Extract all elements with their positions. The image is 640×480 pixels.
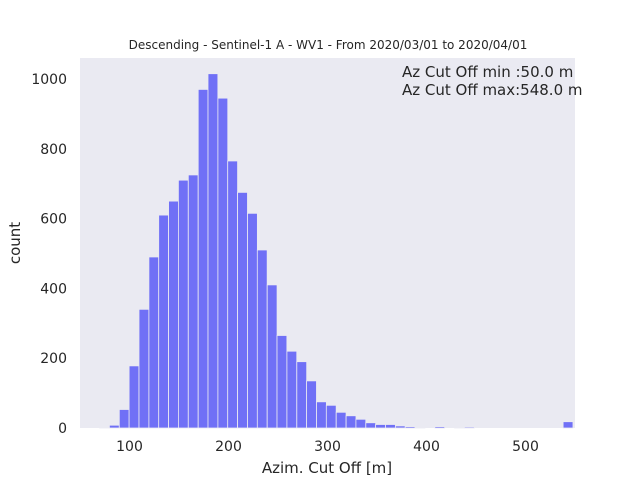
histogram-bar [414,426,426,429]
x-tick-label: 400 [413,439,440,455]
x-tick-label: 300 [314,439,341,455]
chart-title: Descending - Sentinel-1 A - WV1 - From 2… [129,38,528,52]
histogram-bar [316,401,327,429]
y-tick-label: 0 [58,421,67,437]
histogram-bar [178,179,189,429]
y-tick-label: 1000 [31,72,67,88]
histogram-bar [296,361,308,429]
y-tick-label: 600 [40,212,67,228]
histogram-bar [138,308,150,429]
histogram-bars [99,73,574,429]
histogram-bar [217,97,229,429]
y-tick-label: 800 [40,142,67,158]
histogram-bar [306,380,317,429]
histogram-bar [237,191,248,429]
histogram-bar [404,426,416,429]
histogram-bar [335,411,347,429]
annotation-max: Az Cut Off max:548.0 m [402,81,583,99]
y-axis-label: count [6,222,24,264]
histogram-bar [355,418,367,429]
histogram-bar [158,214,169,429]
histogram-bar [128,365,140,429]
histogram-bar [247,212,258,429]
histogram-bar [325,404,337,429]
annotation-min: Az Cut Off min :50.0 m [402,63,573,81]
y-axis-ticks: 0 200 400 600 800 1000 [31,72,67,437]
histogram-bar [464,426,475,429]
histogram-bar [197,89,209,429]
histogram-bar [256,249,268,429]
histogram-bar [187,174,199,429]
histogram-bar [99,426,110,429]
histogram-bar [207,73,219,429]
histogram-bar [109,424,120,429]
histogram-bar [118,409,130,429]
x-tick-label: 500 [512,439,539,455]
y-tick-label: 400 [40,281,67,297]
histogram-bar [434,426,446,429]
histogram-bar [562,421,574,429]
histogram-bar [276,335,288,429]
x-tick-label: 200 [215,439,242,455]
histogram-bar [375,424,386,429]
x-axis-label: Azim. Cut Off [m] [262,459,392,477]
histogram-bar [345,415,357,429]
histogram-bar [365,422,377,429]
histogram-bar [227,160,238,429]
y-tick-label: 200 [40,351,67,367]
histogram-bar [266,284,278,429]
histogram-bar [168,200,179,429]
histogram-bar [286,350,298,429]
histogram-bar [385,424,396,429]
x-tick-label: 100 [116,439,143,455]
histogram-bar [454,426,465,429]
histogram-bar [395,425,406,429]
histogram-bar [148,256,160,429]
x-axis-ticks: 100 200 300 400 500 [116,439,539,455]
